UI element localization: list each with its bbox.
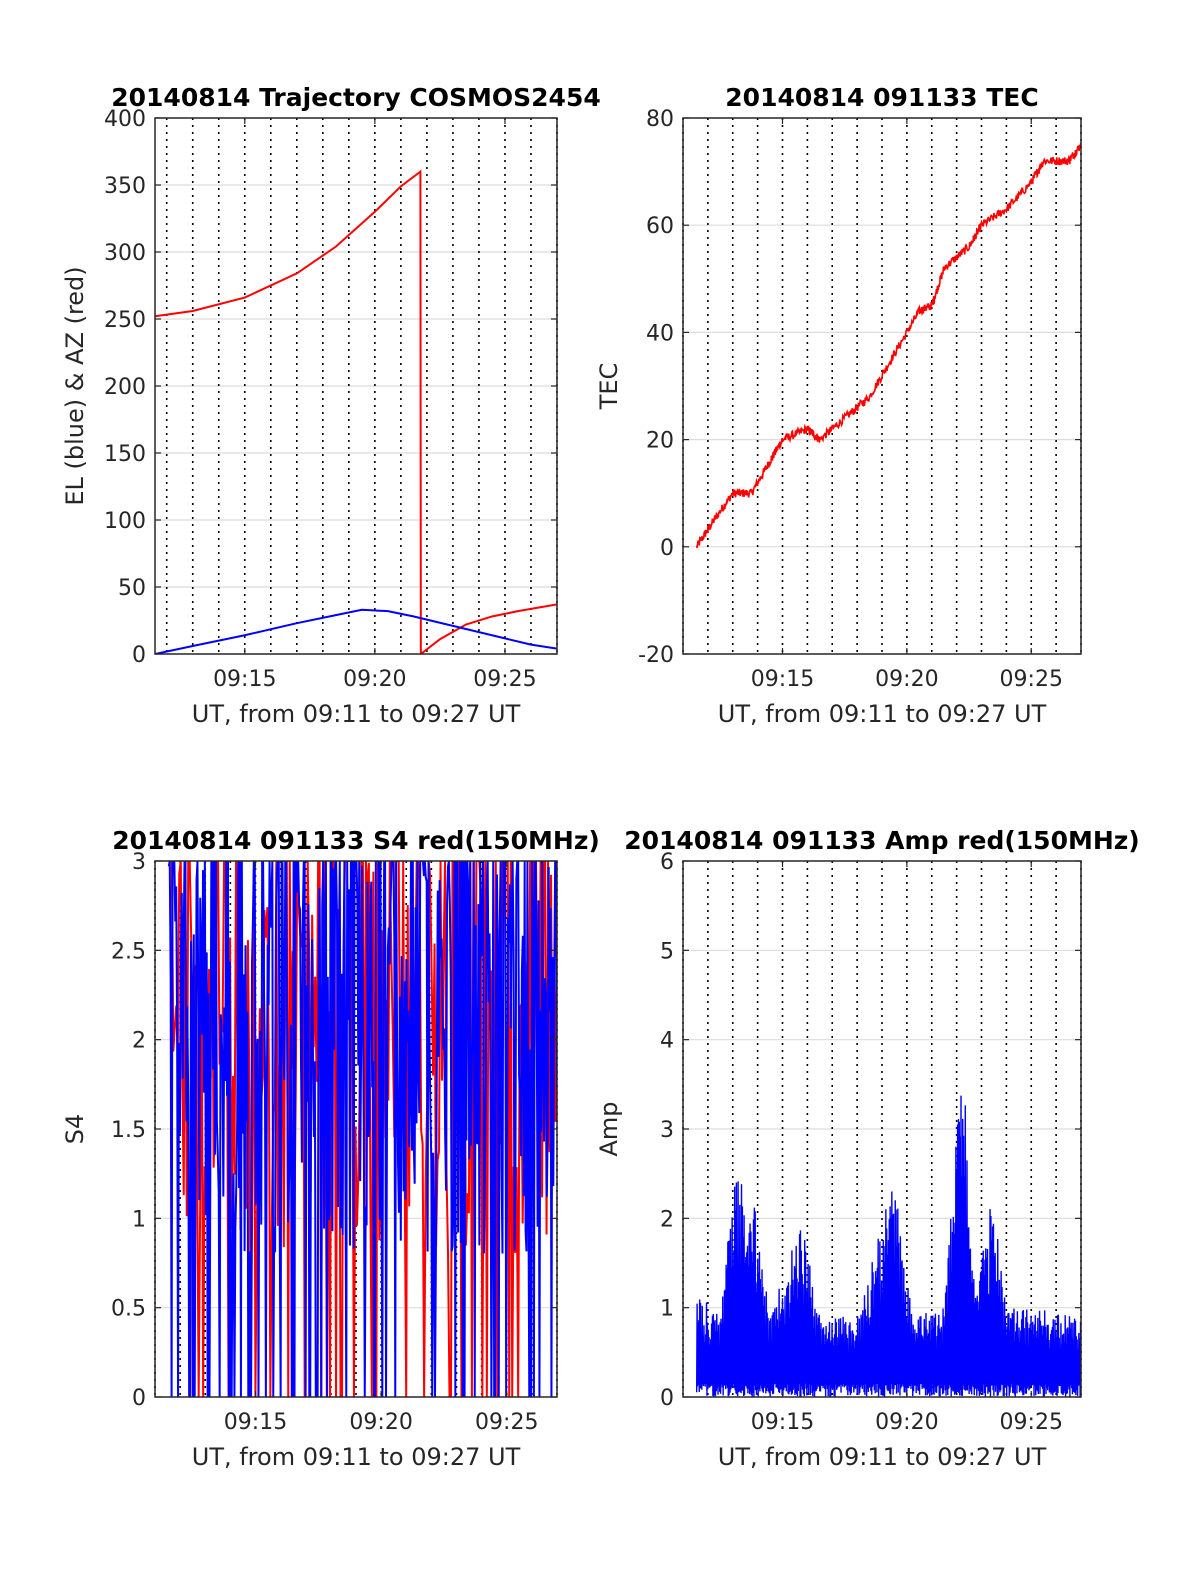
y-tick-label: 3 — [132, 850, 146, 875]
y-tick-label: 60 — [646, 214, 674, 239]
x-tick-label: 09:25 — [475, 1410, 538, 1435]
x-tick-label: 09:20 — [343, 667, 406, 692]
chart-panel-1: 0 50 100 150 200 250 300 350 400 09:15 09:20 09:25 2… — [61, 83, 601, 728]
axes-box — [682, 117, 1082, 655]
x-tick-label: 09:20 — [875, 1410, 938, 1435]
x-tick-label: 09:15 — [224, 1410, 287, 1435]
x-axis-label: UT, from 09:11 to 09:27 UT — [718, 1443, 1047, 1471]
series-line-blue — [695, 1095, 1081, 1397]
series-line-blue — [167, 861, 557, 1397]
y-tick-label: 350 — [104, 174, 146, 199]
y-tick-label: 400 — [104, 107, 146, 132]
y-axis-label: TEC — [595, 363, 623, 411]
y-tick-label: 300 — [104, 241, 146, 266]
y-tick-label: -20 — [638, 643, 674, 668]
y-tick-label: 1 — [660, 1297, 674, 1322]
series-line-blue — [155, 608, 557, 654]
series-line-red — [695, 142, 1081, 548]
y-tick-label: 150 — [104, 442, 146, 467]
x-axis-label: UT, from 09:11 to 09:27 UT — [718, 700, 1047, 728]
plot-area — [155, 169, 557, 654]
chart-panel-4: 0 1 2 3 4 5 6 09:15 09:20 09:25 20140814 091133 Am… — [595, 826, 1140, 1471]
y-tick-label: 40 — [646, 321, 674, 346]
chart-title: 20140814 Trajectory COSMOS2454 — [111, 83, 601, 112]
chart-panel-2: -20 0 20 40 60 80 09:15 09:20 09:25 20140814 0911… — [595, 83, 1082, 728]
y-tick-label: 4 — [660, 1029, 674, 1054]
chart-panel-3: 0 0.5 1 1.5 2 2.5 3 09:15 09:20 09:25 20140814 091… — [61, 826, 600, 1471]
x-axis-label: UT, from 09:11 to 09:27 UT — [192, 700, 521, 728]
y-axis-label: Amp — [595, 1101, 623, 1156]
x-tick-label: 09:25 — [1000, 1410, 1063, 1435]
x-tick-label: 09:25 — [473, 667, 536, 692]
x-tick-label: 09:20 — [349, 1410, 412, 1435]
plot-area — [695, 142, 1081, 548]
y-tick-label: 6 — [660, 850, 674, 875]
y-tick-label: 200 — [104, 375, 146, 400]
y-tick-label: 1 — [132, 1207, 146, 1232]
plot-area — [695, 1095, 1081, 1397]
chart-title: 20140814 091133 TEC — [725, 83, 1038, 112]
y-tick-label: 0.5 — [111, 1297, 146, 1322]
y-tick-label: 0 — [132, 1386, 146, 1411]
x-axis-label: UT, from 09:11 to 09:27 UT — [192, 1443, 521, 1471]
series-line-red — [155, 169, 557, 654]
y-tick-label: 50 — [118, 576, 146, 601]
y-axis-label: S4 — [61, 1114, 89, 1145]
y-tick-label: 0 — [660, 536, 674, 561]
y-tick-label: 5 — [660, 939, 674, 964]
x-tick-label: 09:20 — [875, 667, 938, 692]
y-tick-label: 0 — [132, 643, 146, 668]
x-tick-label: 09:15 — [213, 667, 276, 692]
y-tick-label: 3 — [660, 1118, 674, 1143]
y-axis-label: EL (blue) & AZ (red) — [61, 266, 89, 505]
y-tick-label: 1.5 — [111, 1118, 146, 1143]
x-tick-label: 09:15 — [751, 1410, 814, 1435]
y-tick-label: 20 — [646, 429, 674, 454]
y-tick-label: 80 — [646, 107, 674, 132]
x-tick-label: 09:25 — [1000, 667, 1063, 692]
y-tick-label: 2 — [660, 1207, 674, 1232]
y-tick-label: 0 — [660, 1386, 674, 1411]
x-tick-label: 09:15 — [751, 667, 814, 692]
y-tick-label: 2 — [132, 1029, 146, 1054]
chart-title: 20140814 091133 S4 red(150MHz) — [112, 826, 600, 855]
plot-area — [167, 861, 557, 1397]
y-tick-label: 100 — [104, 509, 146, 534]
y-tick-label: 250 — [104, 308, 146, 333]
y-tick-label: 2.5 — [111, 939, 146, 964]
chart-title: 20140814 091133 Amp red(150MHz) — [624, 826, 1140, 855]
